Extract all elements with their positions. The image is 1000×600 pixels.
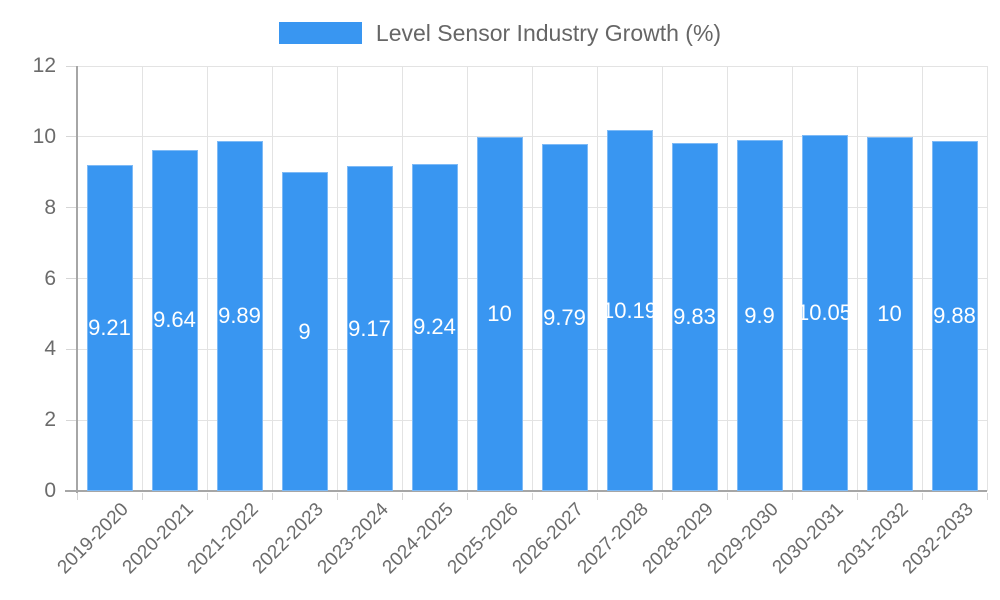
x-axis-tick-mark	[466, 493, 468, 500]
x-axis-tick-label: 2019-2020	[53, 499, 133, 579]
x-gridline	[141, 66, 143, 491]
y-axis-tick-label: 12	[32, 54, 56, 77]
y-axis-tick-mark	[66, 419, 77, 421]
x-gridline	[661, 66, 663, 491]
y-axis-tick-mark	[66, 207, 77, 209]
x-gridline	[921, 66, 923, 491]
bar[interactable]	[346, 166, 393, 491]
x-axis-tick-mark	[336, 493, 338, 500]
x-axis-tick-mark	[791, 493, 793, 500]
x-gridline	[726, 66, 728, 491]
x-axis-tick-mark	[531, 493, 533, 500]
bar[interactable]	[151, 149, 198, 491]
x-gridline	[271, 66, 273, 491]
y-axis-tick-label: 10	[32, 124, 56, 148]
x-gridline	[856, 66, 858, 491]
bar[interactable]	[281, 172, 328, 491]
x-axis-tick-mark	[271, 493, 273, 500]
bar[interactable]	[606, 130, 653, 491]
x-axis-tick-mark	[141, 493, 143, 500]
x-axis-tick-mark	[921, 493, 923, 500]
x-gridline	[986, 66, 988, 491]
x-axis-tick-mark	[726, 493, 728, 500]
bar[interactable]	[541, 144, 588, 491]
x-gridline	[206, 66, 208, 491]
bar[interactable]	[411, 163, 458, 491]
y-axis-tick-mark	[66, 278, 77, 279]
y-axis-tick-mark	[66, 136, 77, 138]
x-axis-tick-mark	[206, 493, 208, 500]
y-axis-tick-mark	[66, 65, 77, 67]
x-gridline	[401, 66, 403, 491]
y-axis-tick-mark	[66, 348, 77, 350]
legend-swatch	[278, 22, 362, 44]
bar[interactable]	[216, 140, 263, 491]
x-gridline	[791, 66, 793, 491]
x-axis-line	[65, 490, 987, 492]
bar[interactable]	[866, 136, 913, 491]
x-axis-tick-mark	[401, 493, 403, 500]
y-axis-tick-label: 6	[44, 266, 56, 290]
y-axis-tick-label: 0	[44, 479, 56, 502]
x-axis-tick-mark	[76, 493, 78, 500]
x-axis-tick-mark	[856, 493, 858, 500]
y-axis-line	[76, 66, 78, 493]
bar[interactable]	[801, 135, 848, 491]
bar[interactable]	[736, 140, 783, 491]
x-axis-tick-mark	[661, 493, 663, 500]
y-axis-tick-label: 4	[44, 337, 56, 361]
y-axis-tick-label: 8	[44, 195, 56, 219]
x-axis-tick-mark	[986, 493, 988, 500]
legend-label: Level Sensor Industry Growth (%)	[375, 20, 722, 46]
x-gridline	[466, 66, 468, 491]
x-gridline	[596, 66, 598, 491]
x-axis-tick-mark	[596, 493, 598, 500]
bar[interactable]	[476, 136, 523, 491]
bar[interactable]	[671, 142, 718, 491]
x-gridline	[531, 66, 533, 491]
y-axis-tick-label: 2	[44, 408, 56, 432]
legend-item[interactable]: Level Sensor Industry Growth (%)	[0, 20, 1000, 46]
bar[interactable]	[931, 141, 978, 491]
bar[interactable]	[86, 164, 133, 491]
x-gridline	[336, 66, 338, 491]
